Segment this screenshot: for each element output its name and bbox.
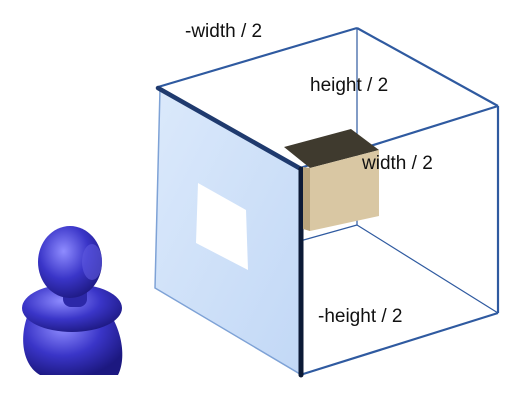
neg-half-width-label: -width / 2: [185, 21, 263, 42]
near-plane: [154, 85, 304, 378]
neg-half-height-label: -height / 2: [318, 306, 403, 327]
near-plane-opening: [196, 183, 248, 270]
box-icon: [284, 129, 379, 231]
half-width-label: width / 2: [362, 153, 433, 174]
half-height-label: height / 2: [310, 75, 389, 96]
person-icon: [22, 226, 123, 375]
